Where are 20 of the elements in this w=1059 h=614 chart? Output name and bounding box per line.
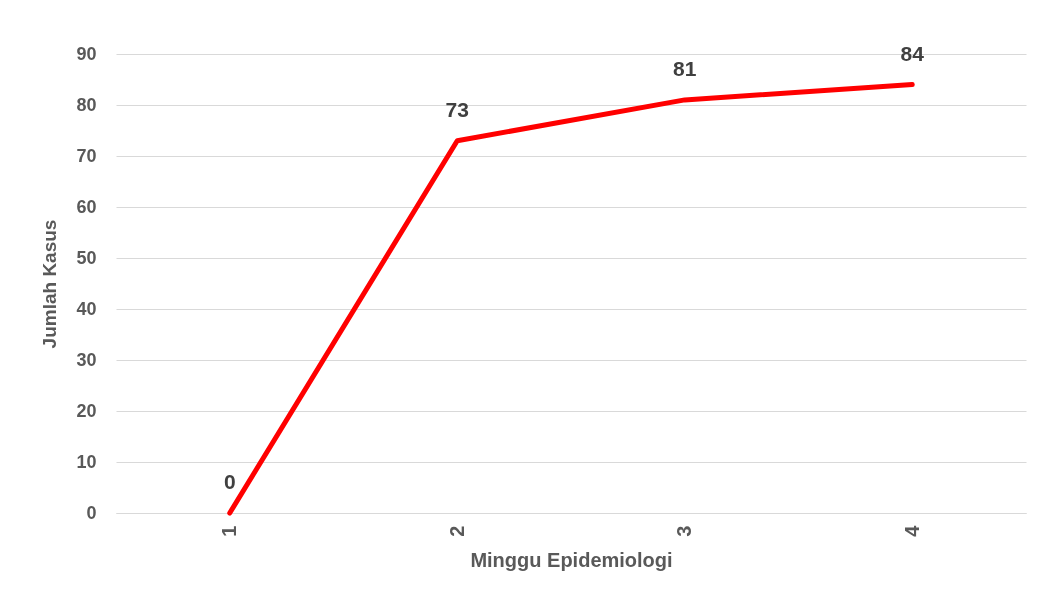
y-tick-label: 50: [76, 247, 97, 268]
y-tick-label: 40: [76, 298, 97, 319]
x-tick-label: 4: [900, 524, 923, 537]
data-label: 84: [900, 41, 925, 65]
y-tick-label: 0: [86, 502, 97, 523]
x-axis-title: Minggu Epidemiologi: [470, 548, 673, 571]
y-tick-label: 60: [76, 196, 97, 217]
x-tick-label: 3: [673, 525, 696, 537]
y-tick-label: 70: [76, 145, 97, 166]
y-tick-label: 90: [76, 43, 97, 64]
data-label: 81: [673, 56, 697, 80]
y-tick-label: 20: [76, 400, 97, 421]
y-axis-title: Jumlah Kasus: [39, 219, 61, 349]
y-tick-label: 80: [76, 94, 97, 115]
y-tick-label: 30: [76, 349, 97, 370]
x-tick-label: 2: [445, 525, 468, 537]
data-label: 0: [223, 470, 236, 493]
y-tick-label: 10: [76, 451, 97, 472]
x-tick-label: 1: [218, 525, 241, 537]
data-label: 73: [445, 97, 469, 121]
